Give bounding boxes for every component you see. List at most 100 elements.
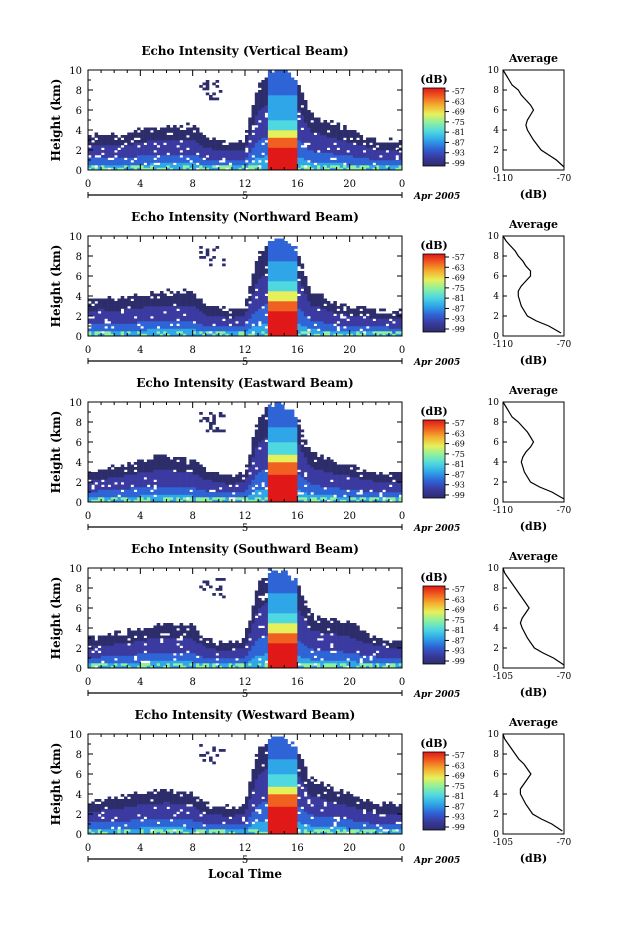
heatmap-cell	[241, 318, 246, 322]
heatmap-cell	[271, 414, 275, 418]
heatmap-cell	[248, 142, 252, 146]
heatmap-cell	[176, 497, 180, 500]
colorbar	[422, 87, 446, 167]
heatmap-cell	[303, 442, 308, 445]
heatmap-cell	[290, 479, 295, 483]
heatmap-cell	[225, 497, 229, 500]
heatmap-cell	[274, 313, 279, 317]
heatmap-cell	[209, 333, 213, 336]
heatmap-cell	[267, 276, 272, 279]
heatmap-cell	[300, 447, 305, 450]
heatmap-cell	[173, 318, 177, 322]
heatmap-cell	[271, 95, 275, 98]
heatmap-cell	[195, 469, 200, 473]
heatmap-cell	[310, 326, 314, 329]
heatmap-cell	[258, 157, 262, 161]
heatmap-cell	[182, 306, 187, 309]
heatmap-cell	[182, 303, 187, 307]
heatmap-cell	[274, 477, 279, 480]
heatmap-cell	[248, 298, 252, 302]
heatmap-cell	[294, 102, 298, 106]
heatmap-cell	[231, 328, 236, 332]
heatmap-cell	[277, 135, 282, 138]
heatmap-cell	[238, 150, 243, 153]
heatmap-cell	[97, 487, 102, 490]
heatmap-cell	[212, 165, 216, 168]
heatmap-cell	[192, 484, 197, 488]
heatmap-cell	[352, 318, 357, 322]
heatmap-cell	[349, 147, 354, 151]
heatmap-cell	[179, 142, 184, 146]
heatmap-cell	[300, 92, 305, 96]
heatmap-cell	[189, 467, 193, 470]
heatmap-cell	[297, 122, 301, 126]
heatmap-cell	[280, 87, 285, 91]
heatmap-cell	[307, 117, 311, 121]
heatmap-cell	[280, 281, 285, 284]
heatmap-cell	[261, 434, 265, 438]
heatmap-cell	[222, 152, 226, 156]
heatmap-cell	[277, 140, 282, 143]
heatmap-cell	[251, 308, 256, 312]
heatmap-cell	[326, 145, 331, 148]
heatmap-cell	[271, 112, 275, 116]
heatmap-cell	[267, 256, 272, 259]
heatmap-cell	[379, 313, 383, 317]
heatmap-cell	[179, 326, 184, 329]
heatmap-cell	[349, 140, 354, 143]
heatmap-cell	[209, 165, 213, 168]
heatmap-cell	[101, 135, 105, 138]
heatmap-cell	[130, 328, 135, 332]
heatmap-cell	[179, 462, 184, 465]
heatmap-cell	[264, 331, 269, 334]
heatmap-cell	[110, 152, 115, 156]
heatmap-cell	[300, 489, 305, 493]
heatmap-cell	[166, 323, 171, 327]
heatmap-cell	[303, 152, 308, 156]
heatmap-cell	[280, 316, 285, 319]
heatmap-cell	[205, 142, 210, 146]
avg-x-label: (dB)	[520, 354, 547, 367]
heatmap-cell	[277, 328, 282, 332]
heatmap-cell	[104, 308, 108, 312]
heatmap-cell	[264, 152, 269, 156]
heatmap-cell	[274, 414, 279, 418]
heatmap-cell	[222, 313, 226, 317]
heatmap-cell	[173, 140, 177, 143]
heatmap-cell	[300, 102, 305, 106]
heatmap-cell	[372, 321, 377, 324]
heatmap-cell	[385, 165, 390, 168]
heatmap-cell	[294, 80, 298, 83]
heatmap-cell	[166, 479, 171, 483]
heatmap-cell	[101, 477, 105, 480]
heatmap-cell	[251, 117, 256, 121]
heatmap-cell	[205, 499, 210, 502]
heatmap-cell	[176, 321, 180, 324]
heatmap-cell	[333, 137, 337, 141]
heatmap-cell	[392, 152, 396, 156]
heatmap-cell	[284, 447, 288, 450]
heatmap-cell	[277, 122, 282, 126]
heatmap-cell	[199, 157, 203, 161]
heatmap-cell	[225, 152, 229, 156]
heatmap-cell	[280, 439, 285, 443]
heatmap-cell	[94, 497, 99, 500]
heatmap-cell	[159, 306, 164, 309]
heatmap-cell	[173, 301, 177, 304]
heatmap-cell	[277, 318, 282, 322]
heatmap-cell	[267, 258, 272, 262]
heatmap-cell	[271, 152, 275, 156]
heatmap-cell	[107, 328, 112, 332]
heatmap-cell	[277, 72, 282, 76]
heatmap-cell	[346, 167, 350, 170]
heatmap-cell	[189, 142, 193, 146]
heatmap-cell	[186, 162, 190, 166]
heatmap-cell	[222, 494, 226, 498]
heatmap-cell	[284, 487, 288, 490]
heatmap-cell	[277, 482, 282, 485]
heatmap-cell	[287, 298, 292, 302]
heatmap-cell	[303, 479, 308, 483]
heatmap-cell	[267, 92, 272, 96]
heatmap-cell	[97, 469, 102, 473]
heatmap-cell	[313, 489, 318, 493]
